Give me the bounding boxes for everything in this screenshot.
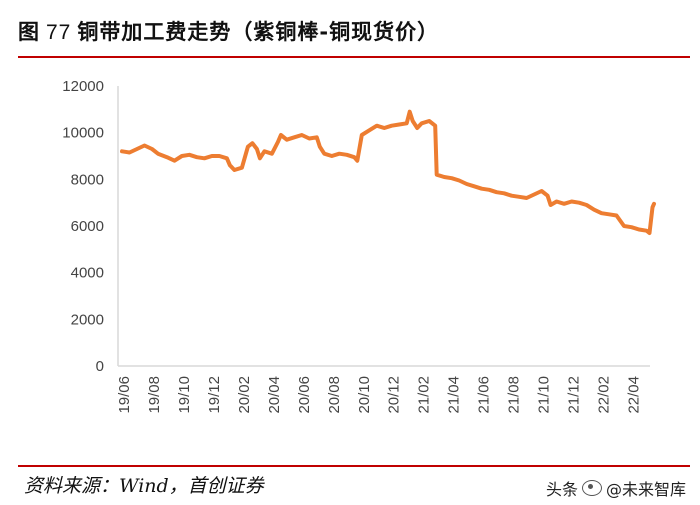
x-tick-label: 21/08 <box>506 376 523 414</box>
x-tick-label: 21/04 <box>446 376 463 414</box>
figure-label: 图 <box>18 20 40 44</box>
x-tick-label: 22/02 <box>596 376 613 414</box>
x-tick-label: 22/04 <box>626 376 643 414</box>
watermark-account: @未来智库 <box>605 480 686 499</box>
x-axis: 19/06 19/08 19/10 19/12 20/02 20/04 20/06 20/08… <box>116 365 650 414</box>
watermark-logo-icon <box>581 480 602 496</box>
x-tick-label: 20/02 <box>236 376 253 414</box>
figure-number: 77 <box>46 21 72 44</box>
y-tick-label: 2000 <box>71 311 104 328</box>
x-tick-label: 19/06 <box>116 376 133 414</box>
watermark: 头条 @未来智库 <box>546 476 686 500</box>
x-tick-label: 20/10 <box>356 376 373 414</box>
y-tick-label: 12000 <box>62 78 104 95</box>
y-tick-label: 8000 <box>71 171 104 188</box>
y-tick-label: 0 <box>96 358 104 375</box>
series-line <box>120 109 656 235</box>
x-tick-label: 21/12 <box>566 376 583 414</box>
y-tick-label: 6000 <box>71 218 104 235</box>
header-rule <box>18 56 690 58</box>
x-tick-label: 19/10 <box>176 376 193 414</box>
series-layer <box>120 109 656 235</box>
footer-rule <box>18 465 690 467</box>
x-tick-label: 19/08 <box>146 376 163 414</box>
figure-title-text: 铜带加工费走势（紫铜棒-铜现货价） <box>77 20 440 44</box>
watermark-platform: 头条 <box>545 480 578 499</box>
y-axis: 0 2000 4000 6000 8000 10000 12000 <box>62 78 119 375</box>
figure-title: 图 77 铜带加工费走势（紫铜棒-铜现货价） <box>18 16 439 46</box>
x-tick-label: 19/12 <box>206 376 223 414</box>
x-tick-label: 20/08 <box>326 376 343 414</box>
y-tick-label: 10000 <box>62 125 104 142</box>
y-tick-label: 4000 <box>71 265 104 282</box>
x-tick-label: 21/10 <box>536 376 553 414</box>
x-tick-label: 20/06 <box>296 376 313 414</box>
x-tick-label: 21/06 <box>476 376 493 414</box>
x-tick-label: 20/04 <box>266 376 283 414</box>
x-tick-label: 20/12 <box>386 376 403 414</box>
x-tick-label: 21/02 <box>416 376 433 414</box>
source-note: 资料来源：Wind，首创证券 <box>24 475 264 497</box>
